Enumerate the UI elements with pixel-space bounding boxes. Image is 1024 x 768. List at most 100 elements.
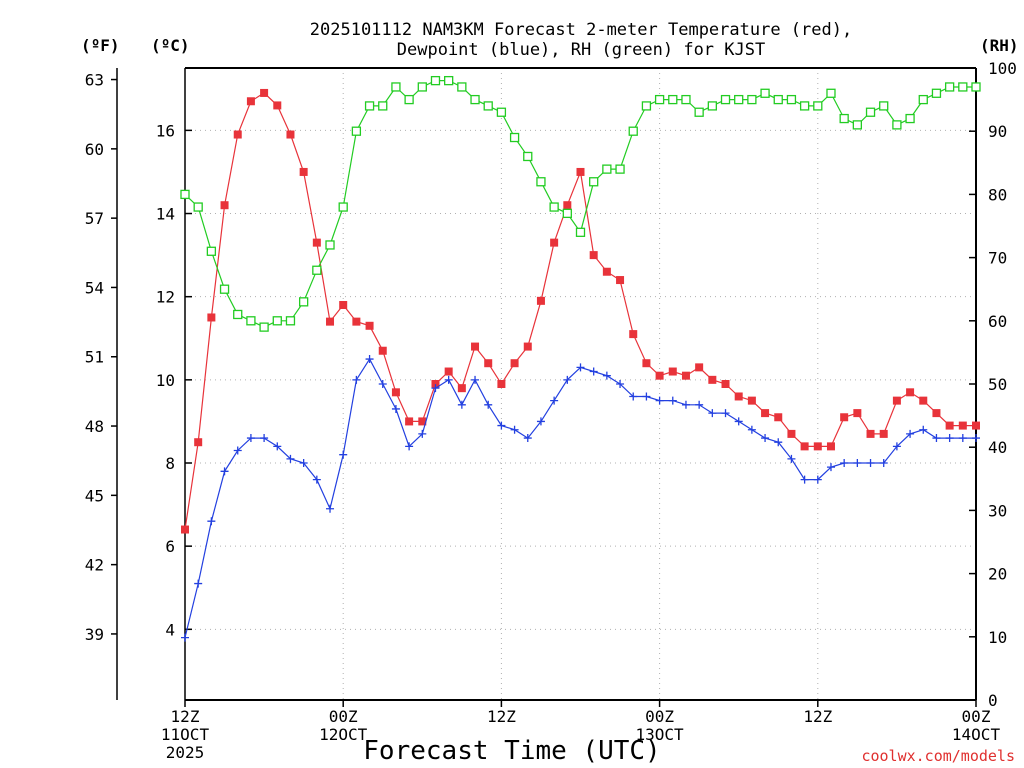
dewpoint-point: [352, 375, 361, 384]
dewpoint-point: [246, 434, 255, 443]
dewpoint-point: [233, 446, 242, 455]
dewpoint-point: [563, 375, 572, 384]
fahrenheit-tick-label: 45: [85, 486, 104, 505]
dewpoint-point: [536, 417, 545, 426]
rh-point: [879, 101, 889, 111]
dewpoint-point: [312, 475, 321, 484]
fahrenheit-tick-label: 51: [85, 348, 104, 367]
dewpoint-point: [800, 475, 809, 484]
rh-tick-label: 0: [988, 691, 998, 710]
fahrenheit-tick-label: 48: [85, 417, 104, 436]
x-tick-label: 00Z: [962, 707, 991, 726]
rh-unit-label: (RH): [980, 36, 1019, 55]
rh-tick-label: 70: [988, 249, 1007, 268]
temperature-point: [734, 392, 743, 401]
rh-point: [312, 265, 322, 275]
dewpoint-point: [761, 434, 770, 443]
dewpoint-point: [602, 371, 611, 380]
rh-point: [378, 101, 388, 111]
rh-point: [325, 240, 335, 250]
rh-point: [958, 82, 968, 92]
temperature-point: [919, 396, 928, 405]
rh-point: [233, 309, 243, 320]
rh-point: [219, 284, 230, 294]
dewpoint-point: [550, 396, 559, 405]
dewpoint-point: [207, 517, 216, 526]
dewpoint-point: [629, 392, 638, 401]
rh-point: [430, 75, 441, 86]
dewpoint-point: [431, 384, 440, 393]
temperature-point: [444, 367, 453, 376]
celsius-tick-label: 14: [156, 205, 175, 224]
temperature-point: [286, 130, 295, 139]
rh-point: [338, 202, 348, 212]
rh-point: [707, 101, 717, 111]
rh-point: [523, 151, 533, 162]
dewpoint-point: [681, 400, 690, 409]
dewpoint-point: [972, 434, 980, 443]
dewpoint-point: [523, 434, 532, 443]
temperature-point: [602, 267, 611, 276]
rh-point: [364, 101, 375, 111]
temperature-point: [484, 359, 493, 368]
temperature-point: [563, 201, 572, 210]
temperature-point: [312, 238, 321, 247]
dewpoint-point: [642, 392, 651, 401]
x-tick-label: 00Z: [329, 707, 358, 726]
site-credit: coolwx.com/models: [861, 747, 1015, 765]
rh-point: [391, 82, 401, 92]
dewpoint-point: [840, 459, 849, 467]
dewpoint-line: [184, 357, 976, 638]
x-tick-label: 2025: [166, 743, 205, 762]
temperature-point: [826, 442, 835, 451]
temperature-point: [510, 359, 519, 368]
dewpoint-point: [892, 442, 901, 451]
temperature-point: [523, 342, 532, 351]
temperature-point: [958, 421, 967, 430]
rh-point: [206, 246, 217, 256]
dewpoint-point: [747, 425, 756, 434]
rh-series: [180, 75, 981, 332]
temperature-point: [457, 384, 466, 393]
dewpoint-point: [708, 409, 717, 418]
temperature-point: [207, 313, 216, 322]
dewpoint-point: [919, 425, 928, 434]
fahrenheit-tick-label: 63: [85, 71, 104, 90]
dewpoint-point: [668, 396, 677, 405]
temperature-point: [681, 371, 690, 380]
data-series: [180, 75, 981, 642]
dewpoint-point: [339, 450, 348, 459]
rh-point: [694, 107, 704, 117]
temperature-point: [761, 409, 770, 418]
dewpoint-point: [444, 375, 453, 384]
rh-point: [905, 113, 915, 124]
dewpoint-point: [326, 504, 335, 513]
rh-point: [799, 101, 810, 111]
temperature-series: [181, 88, 980, 534]
rh-tick-label: 40: [988, 438, 1007, 457]
dewpoint-point: [721, 409, 730, 418]
grid-lines: [185, 68, 976, 700]
dewpoint-point: [945, 434, 954, 443]
rh-point: [404, 94, 414, 105]
celsius-tick-label: 8: [165, 454, 175, 473]
temperature-point: [813, 442, 822, 451]
temperature-point: [906, 388, 915, 397]
rh-point: [813, 101, 823, 111]
dewpoint-point: [299, 459, 308, 467]
celsius-tick-label: 4: [165, 620, 175, 639]
temperature-point: [246, 97, 255, 106]
dewpoint-point: [391, 404, 400, 413]
rh-point: [786, 94, 797, 105]
dewpoint-point: [194, 579, 203, 588]
celsius-tick-label: 12: [156, 288, 175, 307]
fahrenheit-tick-label: 42: [85, 556, 104, 575]
temperature-point: [629, 330, 638, 339]
x-tick-label: 12OCT: [319, 725, 368, 744]
dewpoint-point: [273, 442, 282, 451]
temperature-point: [695, 363, 704, 372]
celsius-unit-label: (ºC): [151, 36, 190, 55]
rh-point: [641, 101, 652, 111]
rh-point: [457, 82, 467, 92]
